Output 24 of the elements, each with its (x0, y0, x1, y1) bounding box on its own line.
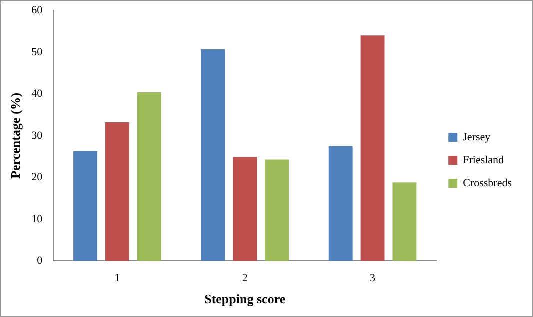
bar (392, 182, 417, 262)
y-tick-label: 20 (32, 172, 44, 184)
y-tick-label: 50 (32, 46, 44, 58)
bar (105, 122, 130, 262)
y-tick-label: 40 (32, 88, 44, 100)
y-tick-label: 0 (37, 255, 44, 268)
x-axis-title: Stepping score (204, 292, 286, 307)
y-axis-title: Percentage (%) (8, 92, 24, 179)
y-tick-label: 10 (32, 213, 44, 226)
y-tick-label: 30 (32, 130, 44, 142)
legend-label: Crossbreds (463, 177, 512, 190)
legend-label: Jersey (463, 131, 492, 144)
bar (201, 49, 226, 262)
bar (265, 160, 289, 262)
x-tick-label: 2 (242, 272, 248, 285)
bar (74, 151, 98, 262)
legend-label: Friesland (463, 154, 505, 166)
bar (137, 92, 162, 262)
bar (328, 146, 353, 262)
x-tick-label: 3 (370, 272, 376, 285)
bar (360, 36, 385, 262)
bar (233, 157, 258, 262)
y-tick-label: 60 (32, 4, 44, 16)
x-tick-label: 1 (114, 272, 120, 285)
